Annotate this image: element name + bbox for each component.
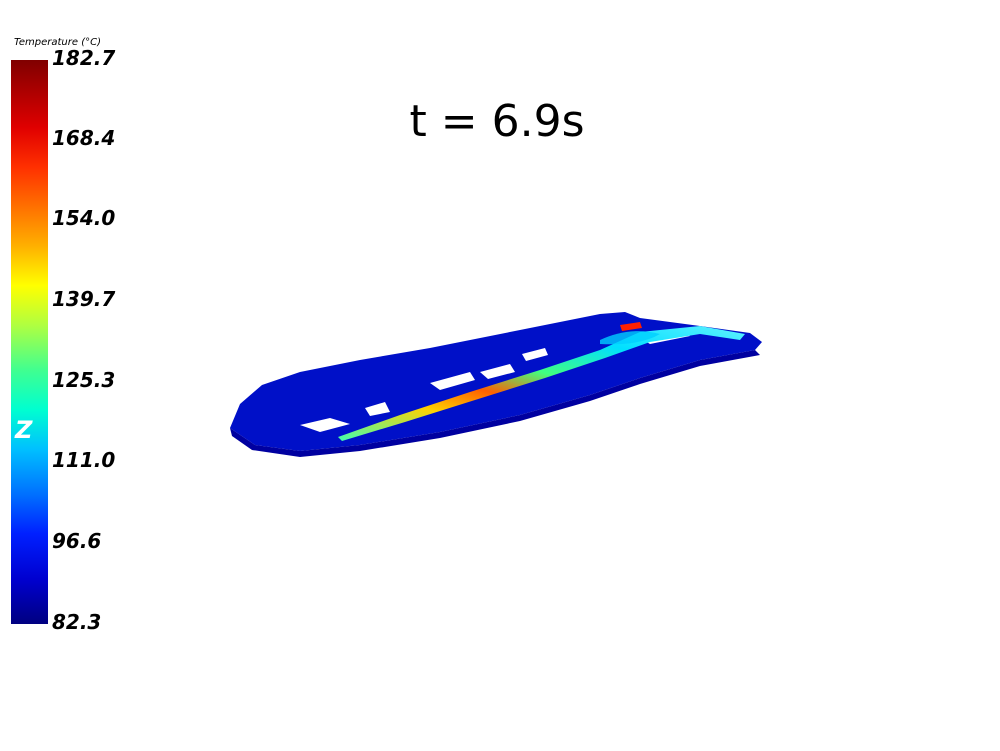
colorbar-tick-2: 168.4	[52, 126, 116, 150]
hot-spot	[620, 322, 642, 331]
void-4	[480, 364, 515, 379]
colorbar-tick-4: 139.7	[52, 287, 116, 311]
hot-loop	[600, 331, 660, 345]
colorbar-title: Temperature (°C)	[14, 37, 101, 48]
hot-track	[338, 326, 745, 441]
colorbar-tick-min: 82.3	[52, 610, 102, 634]
void-1	[300, 418, 350, 432]
colorbar-tick-7: 96.6	[52, 529, 102, 553]
z-axis-label: Z	[15, 416, 33, 444]
colorbar-tick-6: 111.0	[52, 448, 116, 472]
colorbar-tick-max: 182.7	[52, 46, 116, 70]
colorbar-tick-5: 125.3	[52, 368, 116, 392]
void-3	[430, 372, 475, 390]
void-2	[365, 402, 390, 416]
colorbar-tick-3: 154.0	[52, 206, 116, 230]
part-edge	[230, 350, 760, 457]
colorbar	[11, 60, 48, 624]
void-5	[522, 348, 548, 361]
time-annotation: t = 6.9s	[0, 96, 1000, 147]
time-text: t = 6.9s	[409, 96, 585, 147]
